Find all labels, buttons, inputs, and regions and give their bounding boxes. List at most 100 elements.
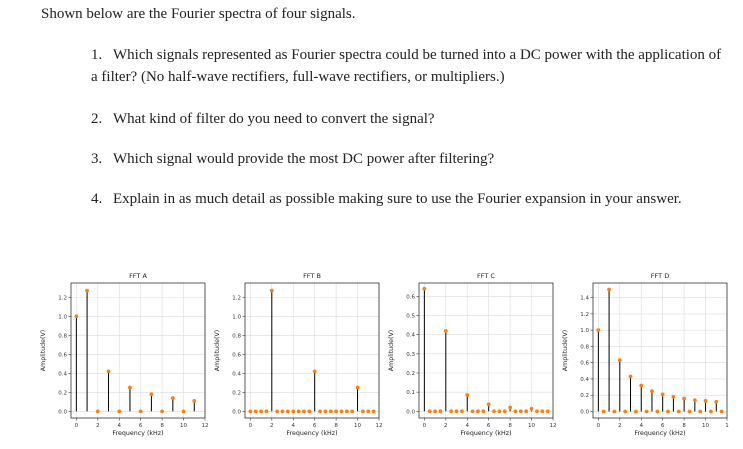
y-tick-label: 1.0 [232, 314, 241, 320]
data-point [671, 394, 676, 399]
question-2: 2. What kind of filter do you need to con… [91, 108, 731, 130]
data-point [524, 409, 529, 414]
data-point [492, 409, 496, 414]
y-tick-label: 0.8 [232, 333, 241, 339]
data-point [264, 409, 269, 414]
data-point [334, 409, 339, 414]
data-point [676, 409, 681, 414]
data-point [443, 328, 448, 333]
y-tick-label: 1.0 [580, 328, 589, 334]
data-point [513, 409, 518, 414]
data-point [612, 409, 617, 414]
y-tick-label: 0.0 [580, 409, 589, 415]
data-point [302, 409, 306, 414]
data-point [617, 358, 622, 363]
x-tick-label: 0 [423, 423, 427, 429]
data-point [650, 389, 654, 394]
data-point [192, 398, 197, 403]
data-point [476, 409, 480, 414]
data-point [639, 383, 644, 388]
question-3: 3. Which signal would provide the most DC… [91, 148, 731, 170]
data-point [459, 409, 464, 414]
x-tick-label: 2 [96, 423, 100, 429]
question-number: 2. [91, 111, 103, 127]
x-tick-label: 0 [75, 423, 79, 429]
y-tick-label: 1.2 [580, 312, 589, 318]
plot-frame [592, 282, 728, 419]
data-point [644, 409, 649, 414]
data-point [438, 409, 443, 414]
y-tick-label: 0.2 [580, 393, 589, 399]
data-point [328, 409, 333, 414]
x-axis-label: Frequency (kHz) [112, 430, 163, 437]
data-point [248, 409, 253, 414]
y-tick-label: 0.5 [406, 314, 415, 320]
data-point [481, 409, 486, 414]
y-tick-label: 0.1 [406, 390, 415, 396]
y-tick-label: 0.6 [58, 352, 67, 358]
data-point [149, 392, 154, 397]
data-point [518, 409, 523, 414]
question-1: 1. Which signals represented as Fourier s… [91, 44, 731, 88]
plot-frame [418, 282, 554, 419]
plot-frame [244, 282, 380, 419]
data-point [371, 409, 376, 414]
data-point [253, 409, 258, 414]
y-tick-label: 0.3 [406, 352, 415, 358]
y-axis-label: Amplitude(V) [40, 330, 47, 372]
data-point [607, 287, 611, 292]
data-point [454, 409, 459, 414]
data-point [628, 374, 633, 379]
intro-text: Shown below are the Fourier spectra of f… [41, 6, 356, 22]
data-point [703, 399, 708, 403]
data-point [470, 409, 475, 414]
question-text: Which signals represented as Fourier spe… [91, 47, 722, 85]
y-tick-label: 0.2 [406, 371, 415, 377]
data-point [660, 392, 665, 397]
x-tick-label: 8 [334, 423, 338, 429]
y-tick-label: 0.4 [232, 371, 241, 377]
y-tick-label: 1.4 [580, 296, 589, 302]
x-tick-label: 12 [202, 423, 209, 429]
data-point [355, 385, 360, 390]
data-point [339, 409, 344, 414]
x-tick-label: 8 [508, 423, 512, 429]
data-point [318, 409, 322, 414]
x-tick-label: 2 [444, 423, 448, 429]
data-point [687, 409, 692, 414]
x-tick-label: 1 [725, 423, 729, 429]
y-tick-label: 0.6 [406, 294, 415, 300]
chart-fft-c: 0 2 4 6 8 10 12 0.0 0.1 0.2 0.3 0.4 0.5 0.6 FFT C Frequ… [388, 272, 556, 437]
y-tick-label: 1.0 [58, 314, 67, 320]
x-tick-label: 6 [487, 423, 491, 429]
data-point [623, 409, 628, 414]
data-point [427, 409, 432, 414]
data-point [655, 409, 660, 414]
chart-fft-a: 0 2 4 6 8 10 12 0.0 0.2 0.4 0.6 0.8 1.0 1.2 FFT A Frequ… [40, 272, 209, 437]
x-tick-label: 4 [639, 423, 643, 429]
data-point [486, 402, 491, 407]
data-point [181, 409, 186, 414]
x-axis-label: Frequency (kHz) [286, 430, 337, 437]
question-text: Explain in as much detail as possible ma… [113, 191, 682, 207]
y-tick-label: 0.4 [58, 371, 67, 377]
data-point [698, 409, 703, 414]
data-point [259, 409, 263, 414]
x-tick-label: 4 [291, 423, 295, 429]
question-number: 1. [91, 47, 103, 63]
data-point [128, 385, 132, 390]
x-axis-label: Frequency (kHz) [634, 430, 685, 437]
y-tick-label: 0.6 [232, 352, 241, 358]
data-point [350, 409, 355, 414]
y-tick-label: 0.0 [406, 409, 415, 415]
data-point [269, 288, 274, 293]
chart-fft-b: 0 2 4 6 8 10 12 0.0 0.2 0.4 0.6 0.8 1.0 1.2 FFT B Frequ… [214, 272, 382, 437]
data-point [535, 409, 539, 414]
data-point [422, 286, 427, 291]
data-point [601, 409, 606, 414]
data-point [344, 409, 349, 414]
y-tick-label: 0.4 [580, 377, 589, 383]
data-point [666, 409, 670, 414]
y-tick-label: 1.2 [58, 295, 67, 301]
data-point [138, 409, 143, 414]
